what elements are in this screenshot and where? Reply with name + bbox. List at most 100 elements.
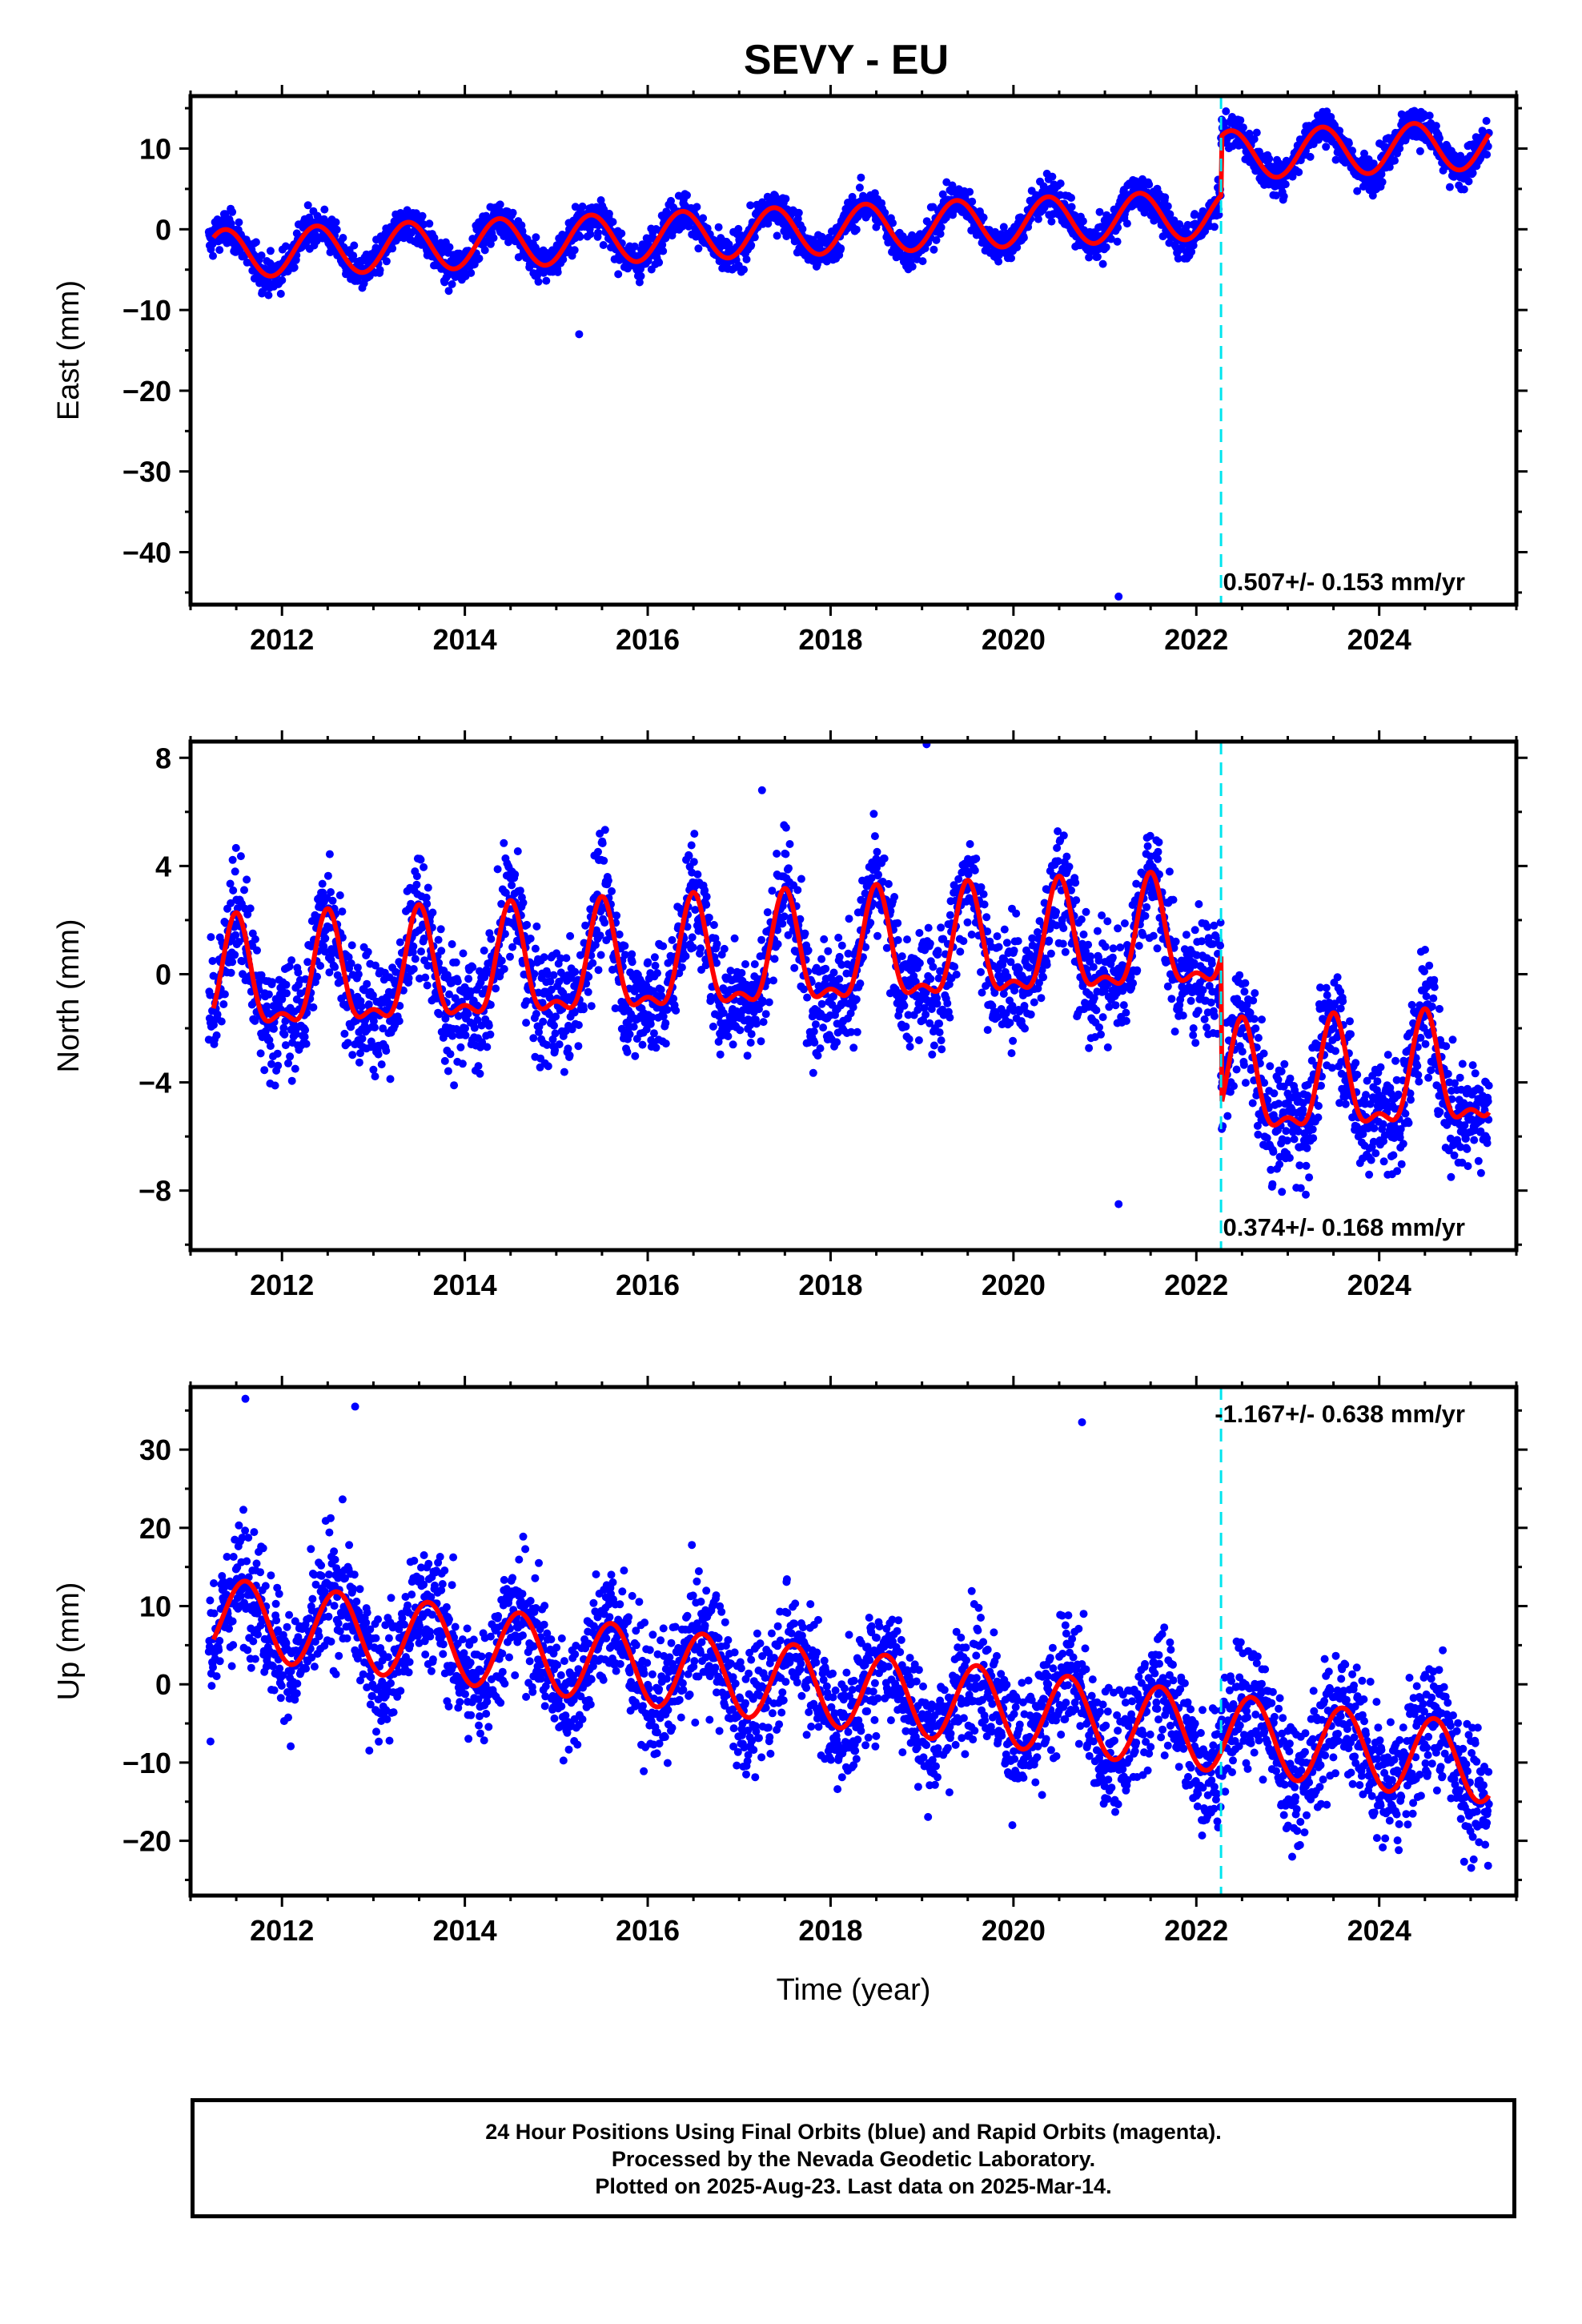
data-point	[260, 1066, 269, 1075]
data-point	[702, 892, 711, 901]
data-point	[761, 1010, 770, 1019]
data-point	[464, 1009, 472, 1018]
data-point	[511, 870, 520, 879]
data-point	[565, 1051, 574, 1059]
data-point	[458, 1059, 467, 1068]
data-point	[320, 205, 329, 214]
data-point	[286, 1052, 295, 1061]
data-point	[1093, 252, 1102, 261]
data-point	[251, 238, 260, 247]
y-tick-label: −30	[122, 456, 171, 489]
data-point	[532, 1010, 540, 1018]
data-point	[747, 1030, 756, 1039]
data-point	[759, 1018, 768, 1027]
data-point	[813, 1051, 822, 1060]
data-point	[804, 946, 813, 955]
data-point	[1048, 172, 1057, 181]
data-point	[497, 956, 506, 965]
data-point	[801, 929, 809, 938]
data-point	[377, 1060, 386, 1069]
data-point	[852, 225, 861, 234]
data-point	[740, 265, 748, 274]
data-point	[659, 942, 668, 951]
data-point	[331, 963, 339, 971]
data-point	[742, 255, 751, 263]
data-point	[869, 810, 878, 818]
data-point	[884, 879, 893, 888]
data-point	[857, 173, 865, 182]
data-point	[809, 1068, 817, 1077]
data-point	[453, 977, 462, 986]
data-point	[604, 209, 613, 218]
data-point	[213, 1010, 222, 1019]
data-point	[797, 875, 805, 883]
data-point	[757, 1037, 765, 1046]
data-point	[773, 940, 782, 948]
data-point	[966, 187, 974, 196]
data-point	[440, 1056, 449, 1065]
data-point	[445, 243, 454, 251]
data-point	[817, 955, 826, 963]
data-point	[853, 1027, 861, 1036]
data-point	[690, 830, 699, 838]
data-point	[930, 245, 938, 254]
data-point	[540, 953, 548, 962]
data-point	[584, 972, 593, 981]
data-point	[253, 946, 261, 955]
data-point	[629, 1023, 638, 1031]
data-point	[1007, 254, 1015, 263]
data-point	[897, 952, 906, 961]
data-point	[1415, 147, 1424, 155]
data-point	[1067, 194, 1075, 202]
data-point	[348, 1051, 357, 1059]
data-point	[228, 958, 237, 967]
data-point	[411, 955, 420, 963]
data-point	[921, 1010, 930, 1019]
data-point	[1239, 123, 1247, 132]
data-point	[926, 939, 934, 948]
data-point	[396, 938, 404, 947]
data-point	[294, 968, 303, 977]
data-point	[1460, 185, 1468, 194]
data-point	[209, 251, 217, 260]
data-point	[769, 976, 777, 985]
data-point	[835, 952, 844, 961]
data-point	[550, 1021, 558, 1030]
data-point	[628, 958, 636, 967]
data-point	[689, 858, 698, 866]
data-point	[340, 1029, 349, 1038]
data-point	[937, 223, 946, 231]
data-point	[672, 1006, 681, 1015]
data-point	[628, 950, 636, 959]
data-point	[229, 886, 238, 895]
data-point	[785, 864, 793, 873]
y-tick-label: −20	[122, 375, 171, 408]
data-point	[845, 915, 853, 923]
data-point	[866, 919, 875, 927]
data-point	[539, 1017, 548, 1026]
data-point	[231, 951, 239, 959]
data-point	[1122, 219, 1131, 228]
data-point	[290, 263, 299, 271]
data-point	[709, 921, 718, 929]
data-point	[918, 257, 927, 266]
data-point	[321, 934, 330, 943]
data-point	[763, 908, 772, 917]
data-point	[207, 933, 215, 942]
data-point	[659, 247, 668, 255]
data-point	[574, 1042, 583, 1051]
data-point	[353, 963, 362, 972]
data-point	[693, 870, 702, 879]
data-point	[687, 841, 696, 850]
data-point	[849, 1003, 857, 1011]
data-point	[338, 907, 347, 916]
data-point	[1161, 193, 1170, 202]
data-point	[559, 255, 568, 263]
data-point	[335, 891, 344, 899]
panel-north: 2012 2014 2016 2018 2020 2022 2024840−4−8North…	[52, 730, 1528, 1301]
data-point	[817, 999, 826, 1008]
data-point	[1067, 203, 1076, 211]
data-point	[596, 951, 605, 959]
outlier-point	[1114, 592, 1123, 601]
